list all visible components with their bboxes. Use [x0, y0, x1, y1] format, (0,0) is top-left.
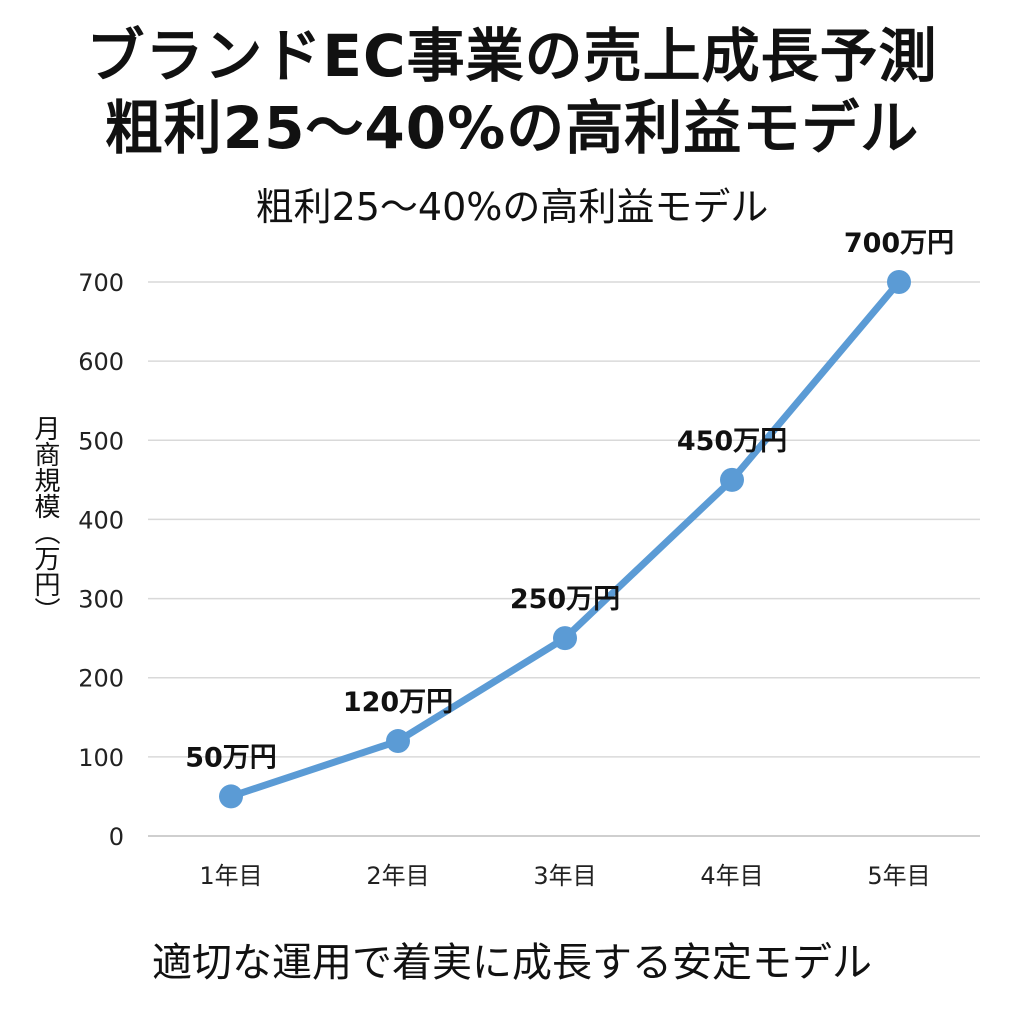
y-tick-label: 200 [78, 665, 124, 693]
chart-footer: 適切な運用で着実に成長する安定モデル [152, 940, 872, 986]
data-label: 700万円 [844, 228, 954, 259]
chart-title: ブランドEC事業の売上成長予測 粗利25〜40%の高利益モデル [0, 20, 1024, 164]
data-point [386, 729, 410, 754]
x-tick-label: 4年目 [700, 862, 763, 890]
data-label: 450万円 [677, 426, 787, 457]
data-point [219, 784, 243, 809]
y-tick-label: 300 [78, 586, 124, 614]
y-tick-label: 0 [109, 823, 124, 851]
data-label: 120万円 [343, 687, 453, 718]
x-tick-label: 5年目 [867, 862, 930, 890]
chart-title-line-1: ブランドEC事業の売上成長予測 [86, 22, 938, 90]
data-point [887, 270, 911, 294]
x-tick-label: 2年目 [366, 862, 429, 890]
x-tick-label: 1年目 [199, 862, 262, 890]
y-tick-label: 600 [78, 348, 124, 376]
data-label: 50万円 [185, 742, 277, 773]
data-label: 250万円 [510, 584, 620, 615]
y-tick-label: 400 [78, 506, 124, 534]
series-line [227, 278, 903, 800]
x-tick-label: 3年目 [533, 862, 596, 890]
chart-title-line-2: 粗利25〜40%の高利益モデル [104, 94, 920, 162]
y-tick-label: 700 [78, 269, 124, 297]
y-axis-label: 月商規模（万円） [30, 415, 60, 623]
y-tick-label: 100 [78, 744, 124, 772]
y-tick-label: 500 [78, 427, 124, 455]
data-point [720, 467, 744, 492]
chart-subtitle: 粗利25〜40%の高利益モデル [255, 185, 769, 229]
data-point [553, 626, 577, 651]
